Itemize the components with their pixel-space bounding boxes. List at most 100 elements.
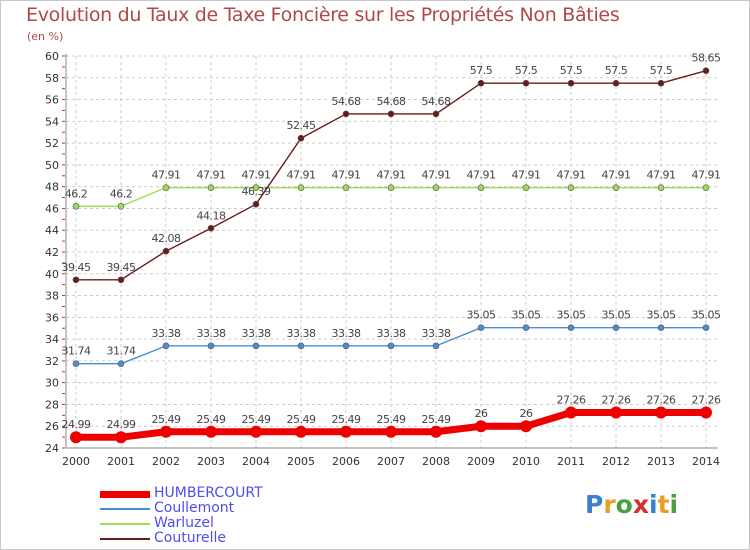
data-point-warluzel bbox=[567, 184, 575, 191]
y-tick-label: 26 bbox=[45, 420, 59, 433]
data-label-couturelle: 39.45 bbox=[107, 261, 136, 274]
logo-letter: i bbox=[669, 490, 679, 519]
data-label-couturelle: 54.68 bbox=[332, 95, 361, 108]
x-tick-label: 2012 bbox=[602, 455, 630, 468]
x-tick-label: 2004 bbox=[242, 455, 270, 468]
data-point-humbercourt bbox=[700, 406, 712, 419]
data-label-warluzel: 47.91 bbox=[152, 169, 181, 182]
unit-label: (en %) bbox=[27, 30, 64, 43]
data-label-warluzel: 47.91 bbox=[692, 169, 721, 182]
data-label-humbercourt: 27.26 bbox=[602, 394, 631, 407]
data-point-warluzel bbox=[612, 184, 620, 191]
data-label-humbercourt: 25.49 bbox=[332, 413, 361, 426]
data-label-humbercourt: 24.99 bbox=[62, 418, 91, 431]
data-label-humbercourt: 25.49 bbox=[422, 413, 451, 426]
y-tick-label: 56 bbox=[45, 94, 59, 107]
data-point-coullemont bbox=[702, 324, 710, 331]
data-label-humbercourt: 25.49 bbox=[377, 413, 406, 426]
x-tick-label: 2003 bbox=[197, 455, 225, 468]
legend-label: Coullemont bbox=[154, 500, 235, 516]
data-point-humbercourt bbox=[205, 425, 217, 438]
data-label-coullemont: 35.05 bbox=[647, 309, 676, 322]
data-point-couturelle bbox=[162, 247, 170, 255]
data-label-warluzel: 47.91 bbox=[242, 169, 271, 182]
data-point-humbercourt bbox=[475, 420, 487, 433]
data-label-couturelle: 57.5 bbox=[515, 64, 538, 77]
x-tick-label: 2005 bbox=[287, 455, 315, 468]
legend-item-humbercourt: HUMBERCOURT bbox=[100, 485, 360, 502]
data-point-couturelle bbox=[342, 110, 350, 118]
proxiti-logo: Proxiti bbox=[585, 490, 678, 519]
y-tick-label: 50 bbox=[45, 159, 59, 172]
data-point-coullemont bbox=[432, 342, 440, 350]
data-point-coullemont bbox=[612, 324, 620, 331]
data-label-couturelle: 44.18 bbox=[197, 209, 226, 222]
data-label-humbercourt: 25.49 bbox=[197, 413, 226, 426]
data-point-couturelle bbox=[522, 79, 530, 87]
data-label-warluzel: 47.91 bbox=[602, 169, 631, 182]
data-point-couturelle bbox=[567, 79, 575, 87]
legend-label: Couturelle bbox=[154, 530, 227, 546]
data-point-coullemont bbox=[162, 342, 170, 350]
data-point-couturelle bbox=[702, 67, 710, 74]
data-point-warluzel bbox=[252, 184, 260, 191]
x-tick-label: 2001 bbox=[107, 455, 135, 468]
data-point-coullemont bbox=[387, 342, 395, 350]
data-label-coullemont: 33.38 bbox=[242, 327, 271, 340]
y-tick-label: 24 bbox=[45, 442, 59, 455]
data-point-humbercourt bbox=[340, 425, 352, 438]
y-tick-label: 58 bbox=[45, 72, 59, 85]
data-label-humbercourt: 24.99 bbox=[107, 418, 136, 431]
data-label-coullemont: 33.38 bbox=[152, 327, 181, 340]
data-point-humbercourt bbox=[565, 406, 577, 419]
data-label-coullemont: 35.05 bbox=[602, 309, 631, 322]
x-tick-label: 2000 bbox=[62, 455, 90, 468]
data-label-warluzel: 46.2 bbox=[110, 187, 133, 200]
data-point-coullemont bbox=[72, 360, 80, 368]
data-point-couturelle bbox=[252, 200, 260, 208]
data-point-warluzel bbox=[162, 184, 170, 191]
data-point-humbercourt bbox=[70, 431, 82, 444]
data-point-coullemont bbox=[207, 342, 215, 350]
data-point-coullemont bbox=[117, 360, 125, 368]
data-point-warluzel bbox=[387, 184, 395, 191]
data-label-couturelle: 39.45 bbox=[62, 261, 91, 274]
legend-swatch bbox=[100, 508, 150, 510]
data-label-coullemont: 33.38 bbox=[377, 327, 406, 340]
data-point-coullemont bbox=[297, 342, 305, 350]
data-point-couturelle bbox=[297, 134, 305, 142]
data-point-warluzel bbox=[432, 184, 440, 191]
data-label-warluzel: 46.2 bbox=[65, 187, 88, 200]
data-point-warluzel bbox=[342, 184, 350, 191]
data-label-humbercourt: 27.26 bbox=[647, 394, 676, 407]
data-label-coullemont: 33.38 bbox=[332, 327, 361, 340]
legend-item-warluzel: Warluzel bbox=[100, 515, 360, 532]
data-point-warluzel bbox=[117, 202, 125, 210]
data-label-couturelle: 46.39 bbox=[242, 185, 271, 198]
data-label-coullemont: 33.38 bbox=[422, 327, 451, 340]
legend-item-couturelle: Couturelle bbox=[100, 530, 360, 547]
y-tick-label: 60 bbox=[45, 50, 59, 63]
data-point-humbercourt bbox=[160, 425, 172, 438]
data-point-coullemont bbox=[522, 324, 530, 331]
x-tick-label: 2011 bbox=[557, 455, 585, 468]
legend-item-coullemont: Coullemont bbox=[100, 500, 360, 517]
data-point-couturelle bbox=[477, 79, 485, 87]
x-tick-label: 2014 bbox=[692, 455, 720, 468]
data-label-couturelle: 54.68 bbox=[377, 95, 406, 108]
y-tick-label: 38 bbox=[45, 290, 59, 303]
data-label-coullemont: 35.05 bbox=[467, 309, 496, 322]
logo-letter: i bbox=[649, 490, 658, 519]
y-tick-label: 44 bbox=[45, 224, 59, 237]
y-tick-label: 34 bbox=[45, 333, 59, 346]
legend-swatch bbox=[100, 523, 150, 525]
chart-title: Evolution du Taux de Taxe Foncière sur l… bbox=[26, 4, 620, 26]
data-label-warluzel: 47.91 bbox=[647, 169, 676, 182]
data-point-humbercourt bbox=[295, 425, 307, 438]
y-tick-label: 28 bbox=[45, 398, 59, 411]
logo-letter: r bbox=[603, 490, 616, 519]
y-tick-label: 46 bbox=[45, 202, 59, 215]
data-point-humbercourt bbox=[520, 420, 532, 433]
data-point-couturelle bbox=[612, 79, 620, 87]
